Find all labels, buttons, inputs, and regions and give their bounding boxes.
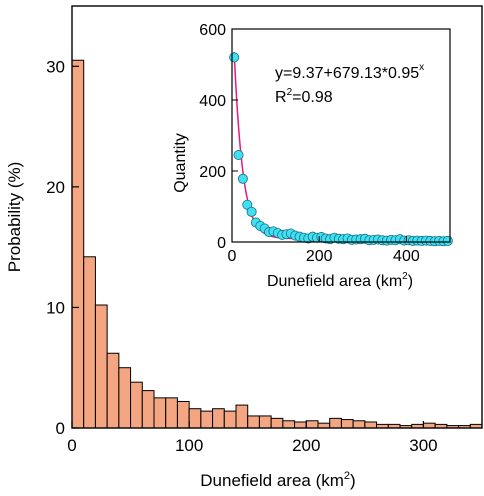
y-tick-label: 30 bbox=[46, 57, 65, 76]
histogram-bar bbox=[130, 381, 143, 429]
y-tick-label: 0 bbox=[56, 419, 65, 438]
scatter-point bbox=[246, 206, 257, 217]
inset-scatter-chart: 0 200 400 0 200 400 600 Quantity Dunefield ar… bbox=[172, 22, 453, 290]
inset-x-tick-label: 200 bbox=[306, 248, 333, 265]
inset-y-axis-label: Quantity bbox=[172, 133, 189, 193]
scatter-point bbox=[237, 173, 248, 184]
inset-y-tick-label: 400 bbox=[199, 93, 226, 110]
main-y-axis-label: Probability (%) bbox=[5, 162, 24, 273]
inset-y-tick-label: 200 bbox=[199, 164, 226, 181]
histogram-bar bbox=[165, 397, 178, 429]
histogram-bar bbox=[212, 408, 225, 429]
histogram-bar bbox=[200, 410, 214, 429]
histogram-bar bbox=[305, 420, 319, 429]
histogram-bar bbox=[270, 417, 284, 429]
histogram-bar bbox=[422, 422, 436, 429]
x-tick-label: 300 bbox=[409, 436, 437, 455]
main-plot-frame bbox=[71, 5, 483, 429]
inset-plot-frame bbox=[231, 28, 451, 243]
inset-y-tick-label: 0 bbox=[217, 235, 226, 252]
histogram-bar bbox=[118, 367, 132, 429]
fit-equation: y=9.37+679.13*0.95x bbox=[275, 62, 424, 82]
histogram-bar bbox=[106, 352, 120, 429]
histogram-bar bbox=[329, 417, 342, 429]
histogram-bar bbox=[294, 421, 307, 429]
histogram-bar bbox=[71, 59, 85, 429]
x-tick-label: 0 bbox=[67, 436, 76, 455]
main-histogram: 0 100 200 300 0 10 20 30 Probability (%) Dunef… bbox=[5, 5, 483, 490]
histogram-bar bbox=[223, 410, 237, 429]
histogram-bar bbox=[141, 390, 155, 429]
histogram-bar bbox=[352, 420, 366, 429]
inset-background bbox=[232, 29, 450, 242]
histogram-bar bbox=[258, 415, 272, 429]
histogram-bar bbox=[188, 408, 202, 429]
inset-x-axis-label: Dunefield area (km2) bbox=[267, 271, 413, 290]
scatter-point bbox=[233, 150, 244, 161]
main-x-ticks: 0 100 200 300 bbox=[67, 421, 438, 455]
y-tick-label: 20 bbox=[46, 178, 65, 197]
x-tick-label: 200 bbox=[292, 436, 320, 455]
histogram-bar bbox=[282, 420, 296, 429]
histogram-bar bbox=[94, 304, 108, 429]
histogram-bar bbox=[176, 400, 190, 429]
inset-x-tick-label: 0 bbox=[228, 248, 237, 265]
histogram-bar bbox=[153, 397, 167, 429]
inset-x-ticks: 0 200 400 bbox=[228, 236, 420, 265]
inset-y-ticks: 0 200 400 600 bbox=[199, 22, 238, 252]
histogram-bar bbox=[247, 415, 260, 429]
histogram-bars bbox=[71, 59, 483, 429]
main-x-axis-label: Dunefield area (km2) bbox=[200, 470, 355, 490]
histogram-bar bbox=[317, 422, 331, 429]
y-tick-label: 10 bbox=[46, 298, 65, 317]
histogram-bar bbox=[235, 404, 249, 429]
histogram-bar bbox=[340, 419, 354, 429]
histogram-bar bbox=[364, 421, 378, 429]
inset-x-tick-label: 400 bbox=[393, 248, 420, 265]
x-tick-label: 100 bbox=[175, 436, 203, 455]
scatter-point bbox=[229, 52, 240, 63]
main-y-ticks: 0 10 20 30 bbox=[46, 57, 79, 438]
scatter-point bbox=[442, 235, 453, 246]
histogram-bar bbox=[83, 256, 96, 429]
r-squared-annotation: R2=0.98 bbox=[275, 87, 333, 106]
scatter-point bbox=[242, 199, 253, 210]
inset-y-tick-label: 600 bbox=[199, 22, 226, 39]
